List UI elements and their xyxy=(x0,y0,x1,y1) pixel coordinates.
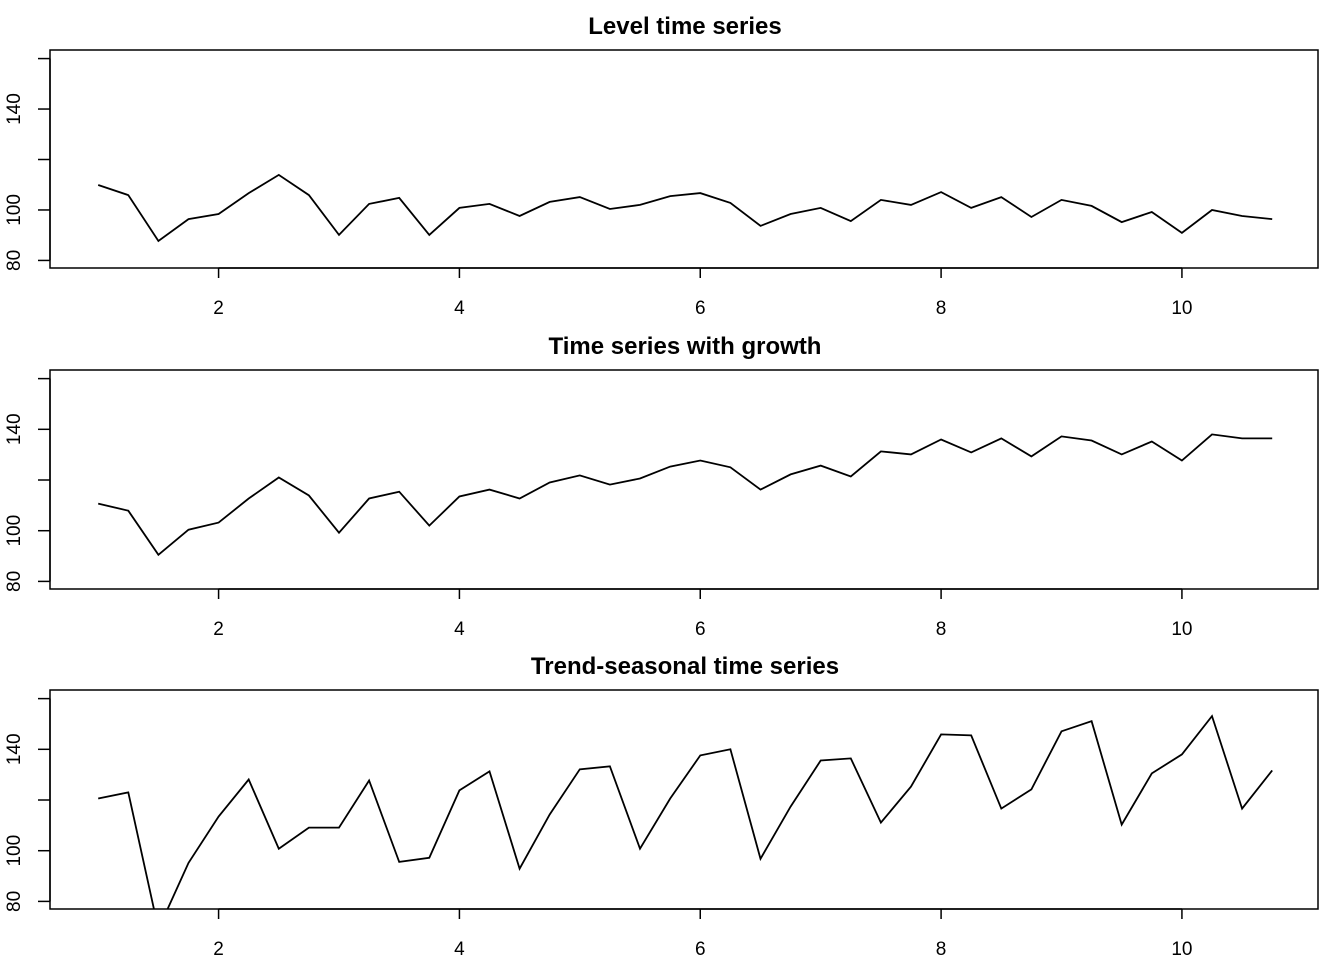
x-tick-label: 8 xyxy=(936,939,947,960)
x-tick-label: 4 xyxy=(454,619,465,640)
y-tick-label: 140 xyxy=(4,93,25,125)
x-tick-label: 10 xyxy=(1171,619,1192,640)
y-tick-label: 140 xyxy=(4,413,25,445)
plot-frame xyxy=(49,369,1319,590)
panel-growth: Time series with growth 2 4 6 8 10 80 100 140 xyxy=(4,333,1319,640)
x-tick-label: 10 xyxy=(1171,939,1192,960)
plot-frame xyxy=(49,689,1319,910)
x-tick-label: 2 xyxy=(213,619,224,640)
series-line xyxy=(97,433,1273,557)
series-line xyxy=(98,714,1273,909)
plot-frame xyxy=(49,49,1319,269)
chart-title: Trend-seasonal time series xyxy=(531,653,839,680)
series-line xyxy=(97,173,1273,243)
y-tick-label: 100 xyxy=(4,835,25,867)
y-tick-label: 100 xyxy=(4,194,25,226)
x-tick-label: 6 xyxy=(695,619,706,640)
x-tick-label: 6 xyxy=(695,939,706,960)
y-tick-label: 80 xyxy=(4,891,25,912)
x-tick-label: 10 xyxy=(1171,298,1192,319)
x-tick-label: 2 xyxy=(213,298,224,319)
x-tick-label: 4 xyxy=(454,939,465,960)
chart-title: Level time series xyxy=(588,13,781,40)
y-tick-label: 140 xyxy=(4,733,25,765)
x-tick-label: 8 xyxy=(936,298,947,319)
y-tick-label: 80 xyxy=(4,571,25,592)
panel-level: Level time series 2 4 6 8 10 80 100 140 xyxy=(4,13,1319,319)
x-tick-label: 4 xyxy=(454,298,465,319)
y-tick-label: 100 xyxy=(4,515,25,547)
x-tick-label: 8 xyxy=(936,619,947,640)
x-tick-label: 6 xyxy=(695,298,706,319)
panel-trend-seasonal: Trend-seasonal time series 2 4 6 8 10 80 100 14… xyxy=(4,653,1319,960)
x-tick-label: 2 xyxy=(213,939,224,960)
y-tick-label: 80 xyxy=(4,250,25,271)
chart-title: Time series with growth xyxy=(549,333,822,360)
